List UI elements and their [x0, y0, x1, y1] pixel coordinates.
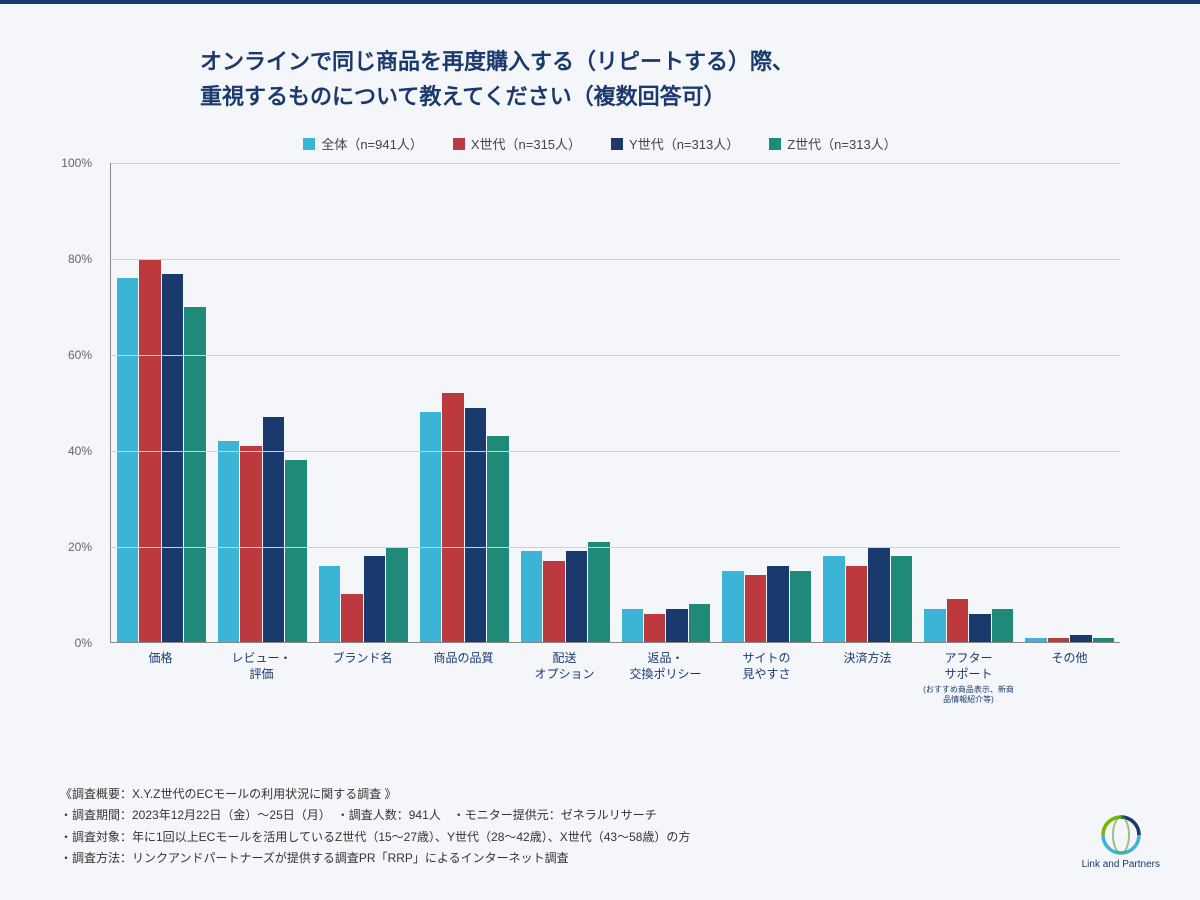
bar	[364, 556, 385, 642]
y-tick-label: 40%	[68, 444, 92, 458]
bar	[745, 575, 766, 642]
bar	[666, 609, 687, 643]
bar	[969, 614, 990, 643]
bar	[465, 408, 486, 643]
bar-group	[1019, 163, 1120, 642]
bar	[1048, 638, 1069, 643]
bar	[285, 460, 306, 642]
bar-group	[616, 163, 717, 642]
bar	[722, 571, 743, 643]
chart-legend: 全体（n=941人） X世代（n=315人） Y世代（n=313人） Z世代（n=31…	[60, 134, 1140, 153]
bar	[846, 566, 867, 643]
legend-swatch	[769, 138, 781, 150]
legend-swatch	[303, 138, 315, 150]
bar	[689, 604, 710, 642]
bar	[543, 561, 564, 642]
chart-title: オンラインで同じ商品を再度購入する（リピートする）際、 重視するものについて教え…	[200, 44, 1140, 114]
bar	[420, 412, 441, 642]
legend-label: Z世代（n=313人）	[787, 134, 896, 153]
x-axis-label: 価格	[110, 651, 211, 705]
bar	[947, 599, 968, 642]
y-tick-label: 60%	[68, 348, 92, 362]
bar	[442, 393, 463, 642]
bar-group	[817, 163, 918, 642]
gridline	[111, 547, 1120, 548]
x-axis-label: レビュー・評価	[211, 651, 312, 705]
bar-group	[313, 163, 414, 642]
y-tick-label: 20%	[68, 540, 92, 554]
bar	[487, 436, 508, 642]
bar-group	[515, 163, 616, 642]
gridline	[111, 259, 1120, 260]
gridline	[111, 451, 1120, 452]
bar	[891, 556, 912, 642]
bar	[1093, 638, 1114, 643]
legend-item: 全体（n=941人）	[303, 134, 423, 153]
x-axis-label: 商品の品質	[413, 651, 514, 705]
bar	[117, 278, 138, 642]
bar	[162, 274, 183, 643]
x-axis-label: 返品・交換ポリシー	[615, 651, 716, 705]
company-logo: Link and Partners	[1082, 813, 1160, 870]
legend-item: Y世代（n=313人）	[611, 134, 739, 153]
bar	[341, 594, 362, 642]
bar-group	[716, 163, 817, 642]
gridline	[111, 355, 1120, 356]
x-axis-label: その他	[1019, 651, 1120, 705]
bar	[319, 566, 340, 643]
gridline	[111, 163, 1120, 164]
bar-group	[111, 163, 212, 642]
bar	[992, 609, 1013, 643]
x-axis-label: サイトの見やすさ	[716, 651, 817, 705]
bar	[622, 609, 643, 643]
plot-area	[110, 163, 1120, 643]
bar-group	[414, 163, 515, 642]
y-tick-label: 80%	[68, 252, 92, 266]
bar	[924, 609, 945, 643]
legend-item: X世代（n=315人）	[453, 134, 581, 153]
x-axis-label: 決済方法	[817, 651, 918, 705]
x-axis-labels: 価格レビュー・評価ブランド名商品の品質配送オプション返品・交換ポリシーサイトの見…	[110, 651, 1120, 705]
globe-icon	[1099, 813, 1143, 857]
bar-group	[918, 163, 1019, 642]
bar	[1070, 635, 1091, 642]
bar	[868, 547, 889, 643]
bar	[521, 551, 542, 642]
bar	[767, 566, 788, 643]
x-axis-sublabel: (おすすめ商品表示、新商品情報紹介等)	[920, 685, 1017, 706]
survey-footer: 《調査概要：X.Y.Z世代のECモールの利用状況に関する調査 》 ・調査期間：2…	[60, 784, 1140, 870]
bar	[823, 556, 844, 642]
bar-group	[212, 163, 313, 642]
legend-swatch	[453, 138, 465, 150]
chart-area: 0%20%40%60%80%100%	[100, 163, 1120, 643]
bar	[240, 446, 261, 642]
bar	[218, 441, 239, 642]
y-axis: 0%20%40%60%80%100%	[60, 163, 100, 643]
legend-swatch	[611, 138, 623, 150]
bar	[790, 571, 811, 643]
logo-text: Link and Partners	[1082, 859, 1160, 870]
y-tick-label: 100%	[61, 156, 92, 170]
x-axis-label: ブランド名	[312, 651, 413, 705]
legend-item: Z世代（n=313人）	[769, 134, 896, 153]
bar	[1025, 638, 1046, 643]
y-tick-label: 0%	[75, 636, 92, 650]
x-axis-label: 配送オプション	[514, 651, 615, 705]
bar-groups	[111, 163, 1120, 642]
bar	[644, 614, 665, 643]
legend-label: X世代（n=315人）	[471, 134, 581, 153]
bar	[588, 542, 609, 643]
legend-label: Y世代（n=313人）	[629, 134, 739, 153]
bar	[386, 547, 407, 643]
bar	[566, 551, 587, 642]
bar	[184, 307, 205, 642]
x-axis-label: アフターサポート(おすすめ商品表示、新商品情報紹介等)	[918, 651, 1019, 705]
legend-label: 全体（n=941人）	[321, 134, 423, 153]
